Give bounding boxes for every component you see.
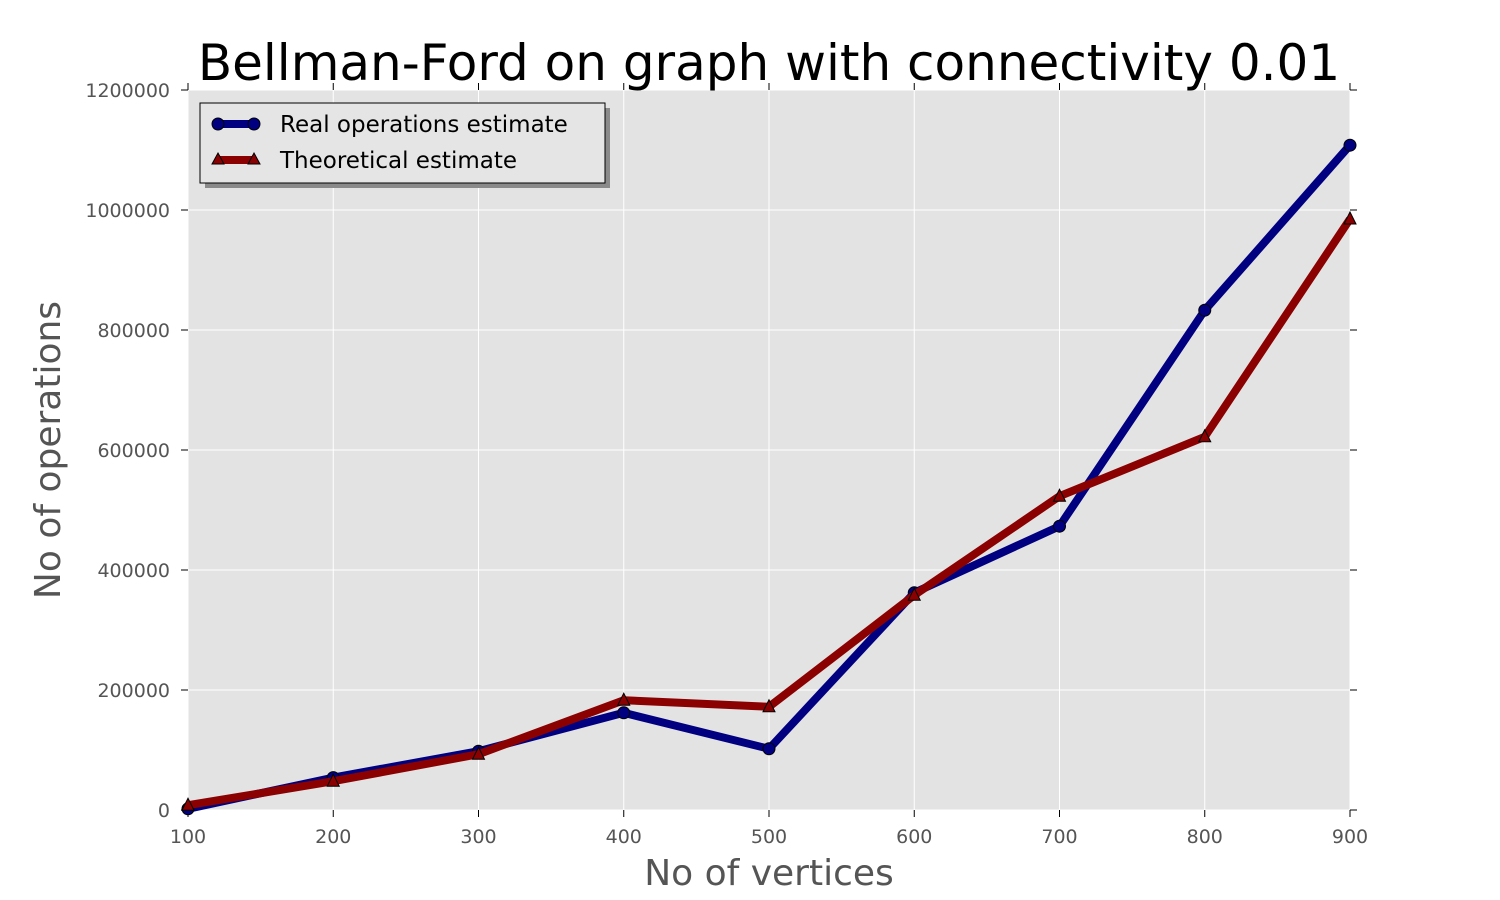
legend-marker-real [211,117,225,131]
axis-ticks: 100 200 300 400 500 600 700 800 900 0 200000 400000… [85,80,1368,848]
data-point-theoretical [616,692,631,706]
legend-box [199,102,606,184]
data-point-theoretical [1197,428,1212,443]
legend-label-theoretical: Theoretical estimate [279,148,517,174]
legend-marker-theoretical [211,151,225,165]
y-tick-label: 1200000 [85,80,170,102]
data-point-theoretical [1052,488,1067,502]
x-tick-label: 200 [315,826,351,848]
legend-label-real: Real operations estimate [280,112,568,138]
x-tick-label: 900 [1332,826,1368,848]
x-tick-label: 800 [1187,826,1223,848]
data-point-theoretical [1343,210,1357,225]
y-tick-label: 800000 [97,320,170,342]
data-point-real [762,742,776,756]
data-point-theoretical [181,797,195,811]
x-tick-label: 100 [170,826,206,848]
data-point-real [1343,138,1357,152]
x-tick-label: 400 [606,826,642,848]
series-layer [181,138,1357,816]
data-point-theoretical [326,773,341,787]
data-point-real [1053,519,1066,533]
data-point-theoretical [471,746,486,760]
legend-entry-real: Real operations estimate [211,112,568,138]
legend-entry-theoretical: Theoretical estimate [211,148,517,174]
data-point-real [1198,303,1212,317]
y-tick-label: 600000 [97,440,170,462]
legend: Real operations estimate Theoretical est… [199,102,610,188]
x-tick-label: 600 [896,826,932,848]
y-axis-label: No of operations [28,301,69,599]
data-point-real [617,706,631,720]
x-axis-label: No of vertices [644,853,894,894]
data-point-theoretical [762,698,776,713]
legend-marker-real [247,117,261,131]
data-point-theoretical [907,587,922,601]
y-tick-label: 400000 [97,560,170,582]
x-tick-label: 500 [751,826,787,848]
x-tick-label: 700 [1041,826,1077,848]
legend-marker-theoretical [247,151,261,165]
y-tick-label: 0 [158,800,170,822]
y-tick-label: 1000000 [85,200,170,222]
chart-title: Bellman-Ford on graph with connectivity … [198,34,1340,92]
y-tick-label: 200000 [97,680,170,702]
x-tick-label: 300 [460,826,496,848]
